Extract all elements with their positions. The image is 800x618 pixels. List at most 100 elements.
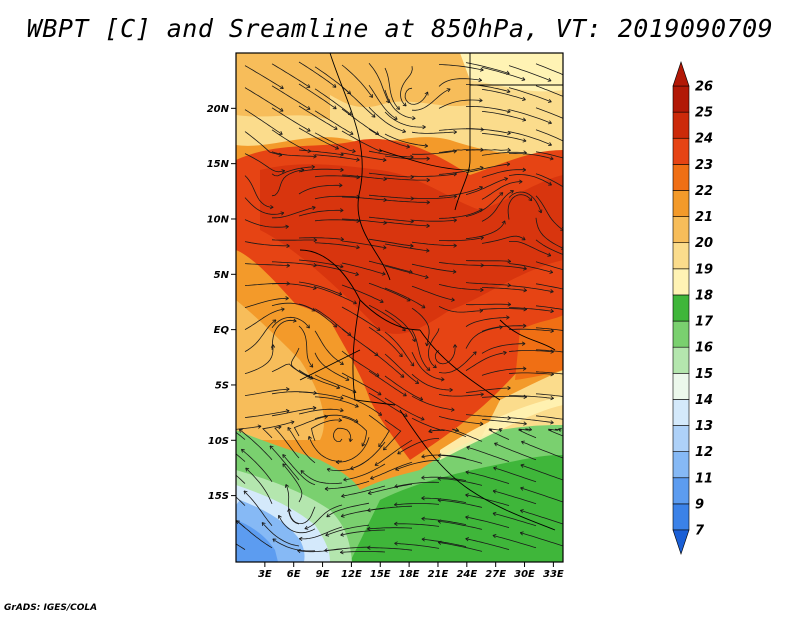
streamline-arrow xyxy=(311,164,315,170)
streamline xyxy=(261,522,300,547)
streamline xyxy=(341,64,373,98)
streamline xyxy=(298,127,339,150)
streamline-arrow xyxy=(381,271,386,276)
streamline xyxy=(481,67,526,81)
streamline-arrow xyxy=(281,169,286,174)
streamline-arrow xyxy=(425,342,430,347)
streamline xyxy=(492,512,537,527)
lat-tick-label: 20N xyxy=(207,104,230,115)
colorbar-band xyxy=(672,477,690,505)
streamline xyxy=(411,263,457,273)
streamline-arrow xyxy=(472,351,477,356)
streamline-arrow xyxy=(298,536,303,542)
streamline-arrow xyxy=(453,129,457,135)
streamline-arrow xyxy=(576,160,579,164)
streamline xyxy=(562,326,563,327)
streamline-arrow xyxy=(290,420,295,425)
lon-tick-label: 6E xyxy=(287,569,301,580)
streamline xyxy=(481,419,527,425)
streamline-arrow xyxy=(604,419,607,423)
streamline xyxy=(384,111,426,128)
streamline xyxy=(562,392,563,393)
streamline-arrow xyxy=(306,324,310,329)
streamline xyxy=(367,527,413,530)
streamline-arrow xyxy=(577,310,580,314)
colorbar: 7 9 11 12 13 14 15 16 17 18 19 20 21 22 23 24 25 26 xyxy=(672,61,714,555)
streamline-arrow xyxy=(394,541,398,546)
streamline xyxy=(271,283,317,289)
streamline-arrow xyxy=(306,127,311,132)
streamline xyxy=(368,370,407,397)
streamline-arrow xyxy=(382,157,387,162)
streamline-arrow xyxy=(499,192,504,197)
streamline xyxy=(314,352,350,381)
streamline xyxy=(465,414,511,419)
map-title: WBPT [C] and Sreamline at 850hPa, VT: 20… xyxy=(26,14,774,43)
streamline-arrow xyxy=(558,428,562,432)
streamline-arrow xyxy=(519,531,524,536)
streamline xyxy=(481,181,523,200)
streamline-arrow xyxy=(339,183,343,188)
colorbar-label: 21 xyxy=(695,210,713,225)
streamline-arrow xyxy=(425,248,430,253)
streamline xyxy=(298,149,344,156)
streamline xyxy=(411,173,457,177)
streamline xyxy=(562,150,563,151)
streamline-arrow xyxy=(292,318,297,323)
streamline xyxy=(298,259,344,268)
streamline xyxy=(243,490,273,527)
streamline-arrow xyxy=(577,420,580,424)
streamline xyxy=(411,307,430,347)
streamline-arrow xyxy=(307,435,312,440)
streamline-arrow xyxy=(397,450,402,455)
streamline-arrow xyxy=(269,204,274,210)
streamline xyxy=(298,184,343,195)
streamline xyxy=(314,132,356,152)
streamline xyxy=(481,111,526,121)
streamline xyxy=(384,331,415,367)
streamline xyxy=(438,262,484,266)
streamline xyxy=(314,195,360,200)
streamline-arrow xyxy=(507,302,512,307)
streamline-arrow xyxy=(548,120,552,125)
streamline xyxy=(244,219,289,228)
streamline-arrow xyxy=(257,424,262,429)
streamline-arrow xyxy=(604,310,607,314)
streamline-arrow xyxy=(520,486,524,491)
streamline xyxy=(368,392,408,417)
streamline xyxy=(466,446,510,462)
streamline xyxy=(314,110,354,135)
streamline-arrow xyxy=(210,456,214,459)
streamline-arrow xyxy=(272,319,277,324)
streamline xyxy=(466,128,511,134)
streamline xyxy=(298,209,344,217)
colorbar-band xyxy=(672,372,690,400)
lat-tick-label: 15N xyxy=(207,159,230,170)
streamline-arrow xyxy=(243,490,248,495)
streamline xyxy=(341,306,381,331)
streamline xyxy=(341,174,387,180)
streamline xyxy=(285,484,300,525)
colorbar-label: 16 xyxy=(695,341,713,356)
streamline xyxy=(507,194,533,220)
streamline xyxy=(562,260,563,261)
streamline xyxy=(465,62,510,74)
streamline-arrow xyxy=(211,477,215,480)
streamline xyxy=(341,108,379,135)
colorbar-band xyxy=(672,320,690,348)
colorbar-label: 23 xyxy=(695,158,713,173)
streamline xyxy=(562,128,563,129)
streamline xyxy=(508,174,552,186)
streamline xyxy=(437,478,483,486)
streamline xyxy=(481,169,526,178)
streamline xyxy=(394,543,440,549)
streamline xyxy=(244,109,283,135)
streamline-arrow xyxy=(383,446,387,451)
streamline-arrow xyxy=(547,252,552,257)
colorbar-label: 20 xyxy=(695,236,713,251)
streamline-arrow xyxy=(340,152,344,157)
streamline-arrow xyxy=(377,391,382,396)
streamline-arrow xyxy=(437,453,442,458)
colorbar-band xyxy=(672,346,690,374)
streamline xyxy=(271,407,317,417)
